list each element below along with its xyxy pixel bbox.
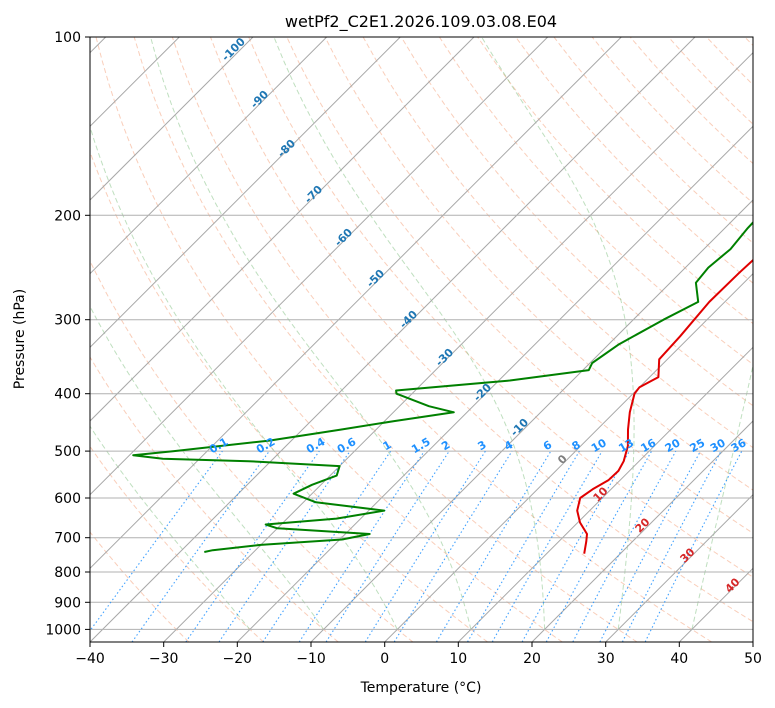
x-tick-label: 40 [670, 651, 688, 667]
y-tick-label: 400 [54, 387, 81, 403]
isotherm [384, 272, 753, 642]
mixing-ratio-line [393, 450, 513, 642]
mixing-ratio-line [218, 450, 351, 642]
chart-title: wetPf2_C2E1.2026.109.03.08.E04 [285, 12, 557, 32]
isotherm [90, 37, 328, 275]
mixing-ratio-line [521, 450, 630, 642]
dry-adiabat [90, 531, 190, 642]
x-tick-label: 10 [449, 651, 467, 667]
y-tick-label: 800 [54, 565, 81, 581]
dry-adiabat [90, 445, 264, 642]
x-axis-label: Temperature (°C) [360, 680, 482, 696]
y-tick-label: 100 [54, 30, 81, 46]
isotherm [90, 37, 622, 570]
x-tick-label: −10 [296, 651, 326, 667]
y-tick-label: 600 [54, 491, 81, 507]
mixing-ratio-line [572, 450, 677, 642]
isotherm [90, 37, 696, 642]
background-lines [90, 37, 753, 642]
dry-adiabat [400, 37, 753, 407]
dry-adiabat [90, 150, 488, 642]
x-tick-label: 20 [523, 651, 541, 667]
mixing-ratio-line [90, 450, 223, 632]
y-tick-label: 1000 [45, 622, 81, 638]
mixing-ratio-line [325, 450, 450, 642]
isotherm [457, 346, 753, 642]
temperature-line [576, 258, 753, 554]
plot-background [90, 37, 753, 642]
isotherm [310, 199, 753, 642]
isotherm [90, 37, 549, 496]
mixing-ratio-line [262, 450, 392, 642]
plot-frame [89, 36, 754, 643]
moist-adiabat [90, 125, 398, 630]
x-tick-label: −20 [223, 651, 253, 667]
y-axis-label: Pressure (hPa) [12, 289, 28, 389]
x-tick-label: 0 [380, 651, 389, 667]
mixing-ratio-line [545, 450, 653, 642]
dry-adiabat [171, 37, 712, 642]
moist-adiabat [273, 37, 546, 630]
x-tick-label: −30 [149, 651, 179, 667]
isotherm [531, 420, 753, 642]
y-tick-label: 200 [54, 208, 81, 224]
y-tick-label: 700 [54, 531, 81, 547]
dry-adiabat [133, 37, 638, 642]
dry-adiabat [324, 37, 753, 491]
moist-adiabat [691, 363, 753, 630]
series-layer [132, 221, 753, 554]
mixing-ratio-line [644, 450, 743, 642]
mixing-ratio-line [131, 450, 270, 642]
x-tick-label: 30 [597, 651, 615, 667]
dry-adiabat [438, 37, 753, 366]
mixing-ratio-line [185, 450, 320, 642]
dewpoint-line [132, 221, 753, 553]
axes: −40 −30 −20 −10 0 10 20 30 40 50 100 200 300 400 500 60… [45, 30, 762, 667]
x-tick-label: 50 [744, 651, 762, 667]
y-tick-label: 500 [54, 444, 81, 460]
dry-adiabat [90, 356, 339, 642]
isotherm [605, 493, 753, 642]
moist-adiabat [481, 37, 635, 630]
dry-adiabat [515, 37, 753, 284]
dry-adiabat [95, 37, 563, 642]
isotherm [90, 37, 401, 349]
isotherm [236, 125, 753, 642]
isotherm [90, 37, 254, 201]
isotherm [90, 37, 475, 422]
y-tick-label: 900 [54, 595, 81, 611]
isotherm [163, 51, 753, 642]
x-tick-label: −40 [75, 651, 105, 667]
y-tick-label: 300 [54, 313, 81, 329]
dry-adiabat [210, 37, 753, 623]
mixing-ratio-line [298, 450, 425, 642]
dry-adiabat [248, 37, 753, 578]
moist-adiabat [90, 305, 325, 630]
